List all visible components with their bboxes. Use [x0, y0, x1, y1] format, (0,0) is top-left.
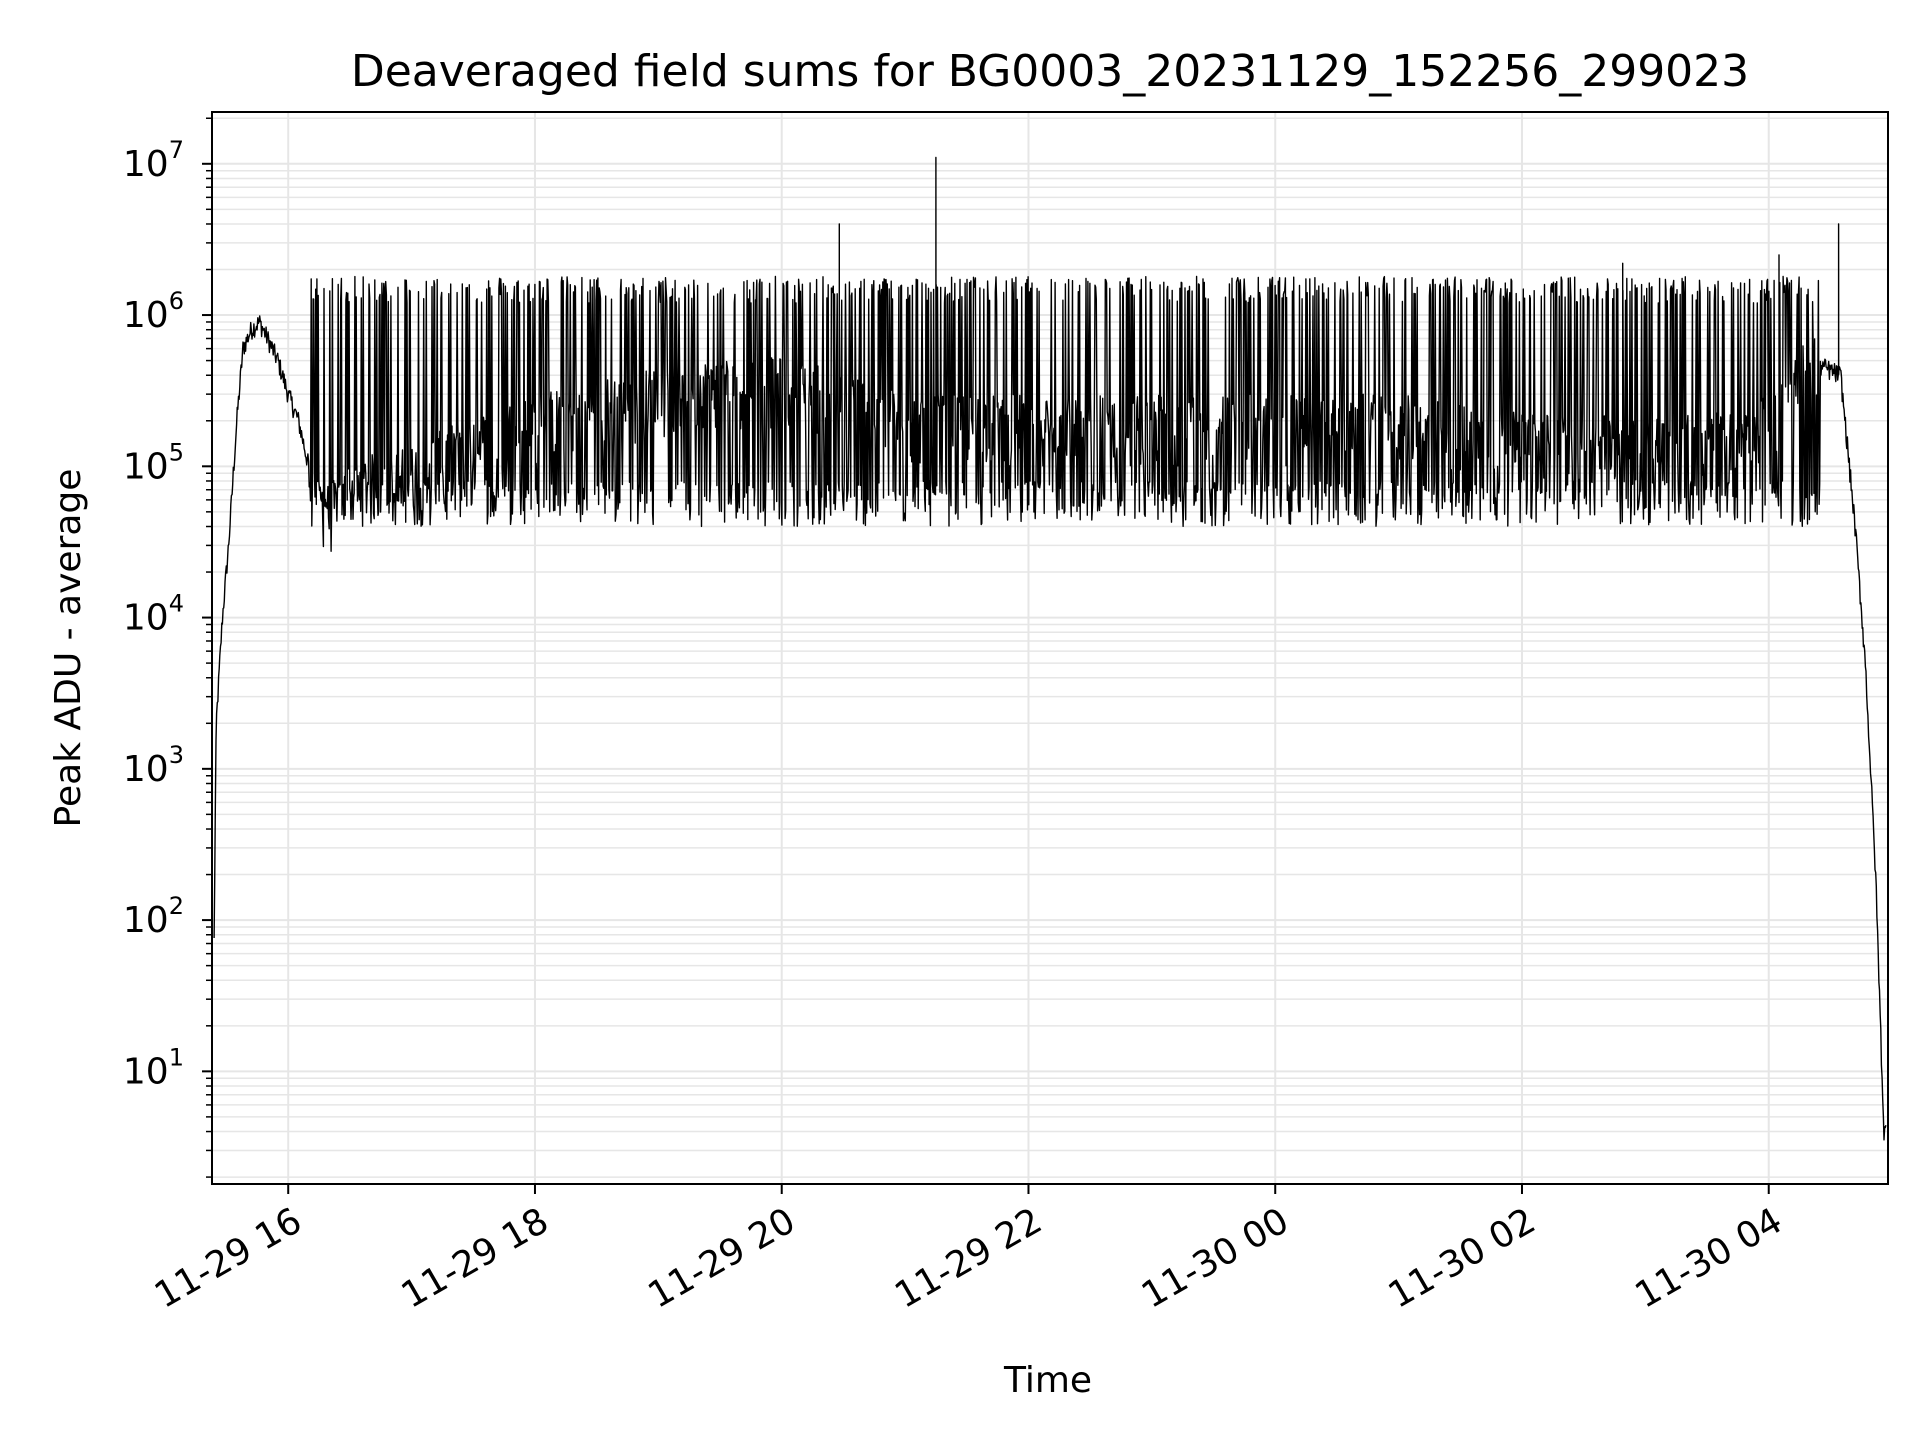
series-line — [213, 156, 1887, 1141]
axes-frame — [211, 111, 1889, 1185]
y-tick-label: 101 — [123, 1043, 184, 1092]
chart-title: Deaveraged field sums for BG0003_2023112… — [351, 46, 1749, 97]
y-tick-label: 107 — [123, 136, 184, 185]
series-layer — [213, 156, 1887, 1141]
y-tick-label: 104 — [123, 590, 184, 639]
y-tick-label: 103 — [123, 741, 184, 790]
y-axis-label: Peak ADU - average — [48, 469, 89, 828]
y-tick-label: 102 — [123, 892, 184, 941]
x-axis-label: Time — [1003, 1360, 1092, 1401]
y-tick-label: 105 — [123, 438, 184, 487]
y-tick-label: 106 — [123, 287, 184, 336]
